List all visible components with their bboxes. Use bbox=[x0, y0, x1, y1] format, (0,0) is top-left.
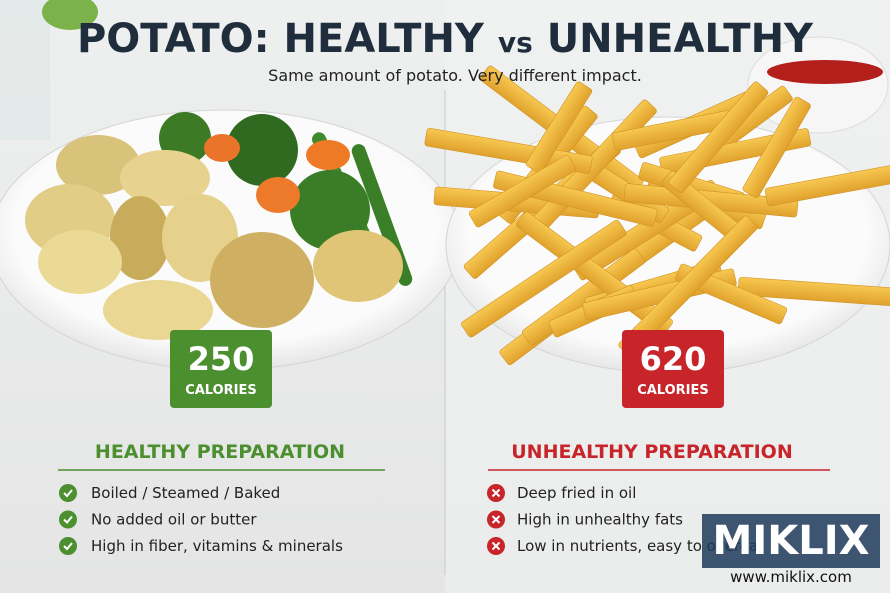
calorie-badge bbox=[170, 330, 272, 408]
fry bbox=[525, 81, 593, 174]
fry bbox=[461, 219, 627, 338]
potato bbox=[110, 196, 170, 280]
icon-glyph bbox=[491, 541, 501, 551]
section-heading: UNHEALTHY PREPARATION bbox=[511, 441, 792, 463]
fry bbox=[668, 81, 769, 194]
title: POTATO: HEALTHY vs UNHEALTHY bbox=[77, 16, 814, 62]
ketchup-bowl bbox=[747, 36, 889, 134]
watermark-url: www.miklix.com bbox=[730, 568, 852, 586]
herb bbox=[42, 0, 98, 30]
calorie-unit: CALORIES bbox=[185, 383, 257, 398]
calorie-value: 620 bbox=[640, 340, 707, 378]
broccoli bbox=[290, 170, 370, 250]
icon-glyph bbox=[63, 489, 73, 498]
broccoli bbox=[226, 114, 298, 186]
calorie-badge bbox=[622, 330, 724, 408]
potato bbox=[313, 230, 403, 302]
title-left: POTATO: HEALTHY bbox=[77, 16, 485, 62]
carrot bbox=[306, 140, 350, 170]
list-item: High in unhealthy fats bbox=[517, 511, 683, 529]
check-icon bbox=[59, 537, 77, 555]
watermark-brand: MIKLIX bbox=[713, 518, 870, 564]
icon-glyph bbox=[63, 542, 73, 551]
fry bbox=[424, 127, 593, 174]
title-vs: vs bbox=[498, 26, 533, 59]
fry bbox=[737, 276, 890, 308]
fry bbox=[764, 163, 890, 207]
potato bbox=[103, 280, 213, 340]
icon-glyph bbox=[491, 515, 501, 524]
potato bbox=[38, 230, 122, 294]
icon-glyph bbox=[491, 488, 501, 498]
carrot bbox=[204, 134, 240, 162]
potato bbox=[120, 150, 210, 206]
check-icon bbox=[59, 484, 77, 502]
list-item: No added oil or butter bbox=[91, 511, 257, 529]
calorie-value: 250 bbox=[188, 340, 255, 378]
check-icon bbox=[59, 510, 77, 529]
fry bbox=[468, 154, 576, 228]
potato bbox=[210, 232, 314, 328]
subtitle: Same amount of potato. Very different im… bbox=[268, 66, 642, 85]
calorie-unit: CALORIES bbox=[637, 383, 709, 398]
potatoes bbox=[25, 135, 403, 340]
list-item: Deep fried in oil bbox=[517, 484, 636, 502]
carrot bbox=[256, 177, 300, 213]
section-heading: HEALTHY PREPARATION bbox=[95, 441, 345, 463]
list-item: Boiled / Steamed / Baked bbox=[91, 484, 280, 502]
watermark-box bbox=[702, 514, 880, 568]
ketchup bbox=[767, 60, 883, 84]
glass bbox=[0, 0, 50, 140]
potato bbox=[56, 135, 140, 195]
title-right: UNHEALTHY bbox=[547, 16, 814, 62]
fries bbox=[424, 65, 890, 366]
list-item: High in fiber, vitamins & minerals bbox=[91, 537, 343, 555]
lists: Boiled / Steamed / Baked No added oil or … bbox=[59, 484, 764, 555]
icon-glyph bbox=[63, 515, 73, 524]
fry bbox=[742, 96, 811, 198]
